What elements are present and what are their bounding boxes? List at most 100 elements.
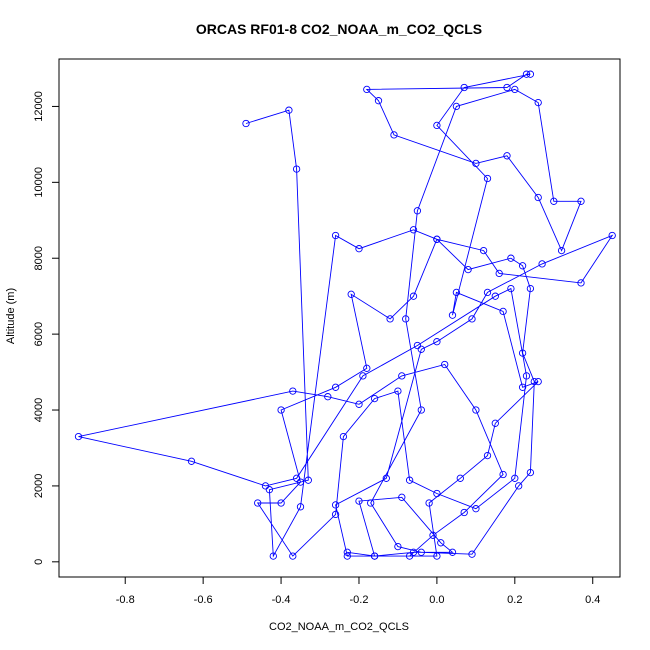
data-point [448,548,457,556]
data-point [472,505,480,513]
data-point [285,106,293,114]
data-point [363,85,371,94]
data-point [433,338,441,346]
data-point [355,497,363,505]
x-tick-label: -0.8 [116,594,135,606]
data-point [390,131,398,139]
data-point [398,493,406,501]
data-point [577,197,585,205]
data-point [304,476,312,484]
data-point [441,360,449,369]
data-point [409,292,418,300]
data-point [534,377,542,386]
data-point [515,482,523,490]
data-point [483,174,492,183]
data-point [254,499,262,507]
data-point [491,292,499,300]
data-point [394,387,402,395]
x-tick-label: 0.0 [429,594,444,606]
data-point [261,482,270,490]
data-point [518,262,527,270]
data-point [526,284,535,293]
data-point [425,499,433,507]
data-point [503,83,511,92]
data-point [367,499,375,507]
data-point [187,457,196,465]
data-point [452,102,461,111]
data-point [433,489,441,498]
data-point [522,70,531,78]
data-point [331,510,340,519]
x-tick-label: -0.6 [194,594,213,606]
data-point [242,119,250,128]
data-point [382,474,390,482]
data-point [74,432,83,441]
data-point [417,406,425,414]
y-tick-label: 2000 [33,474,45,498]
data-point [277,406,285,414]
y-tick-label: 6000 [33,322,45,346]
data-point [550,197,558,205]
x-tick-label: -0.2 [349,594,368,606]
y-tick-label: 8000 [33,246,45,270]
data-point [370,394,379,403]
data-point [269,552,277,560]
data-point [413,341,422,350]
data-point [518,349,527,357]
data-point [265,486,274,494]
data-point [386,315,394,323]
plot-frame [58,58,621,578]
chart-title: ORCAS RF01-8 CO2_NOAA_m_CO2_QCLS [196,21,482,37]
series-lines [78,73,614,558]
data-point [472,406,480,414]
data-point [472,159,480,168]
y-tick-label: 4000 [33,398,45,422]
data-point [343,552,351,560]
data-point [460,508,468,517]
data-point [339,432,348,441]
x-tick-label: -0.4 [272,594,291,606]
series-line [78,73,614,558]
data-point [292,474,301,482]
data-point [405,476,414,484]
data-point [495,269,503,278]
data-point [511,474,519,482]
y-axis-title: Altitude (m) [5,288,17,344]
data-point [363,364,371,372]
data-point [359,372,367,380]
y-tick-label: 0 [33,559,45,565]
data-point [394,542,402,551]
data-point [289,552,297,560]
data-point [526,70,535,78]
data-point [499,470,507,479]
data-point [534,98,542,107]
data-point [296,478,305,486]
data-point [526,468,535,477]
data-point [355,245,363,253]
x-axis-title: CO2_NOAA_m_CO2_QCLS [269,621,409,633]
y-tick-label: 12000 [33,91,45,122]
data-point [433,552,441,560]
data-point [538,260,546,268]
data-point [331,383,340,391]
data-point [417,345,425,353]
series-points [74,70,616,560]
data-point [507,254,515,262]
x-tick-label: 0.4 [585,594,600,606]
data-point [491,419,499,427]
data-point [374,97,383,105]
data-point [433,235,441,243]
data-point [518,383,527,391]
data-point [289,387,297,395]
data-point [429,531,437,539]
data-point [511,85,519,94]
data-point [409,226,418,234]
data-point [324,393,332,401]
data-point [437,539,445,547]
data-point [507,284,515,293]
data-point [413,207,422,215]
data-point [577,279,585,287]
x-axis: -0.8 -0.6 -0.4 -0.2 0.0 0.2 0.4 [116,576,600,606]
data-point [456,474,464,482]
